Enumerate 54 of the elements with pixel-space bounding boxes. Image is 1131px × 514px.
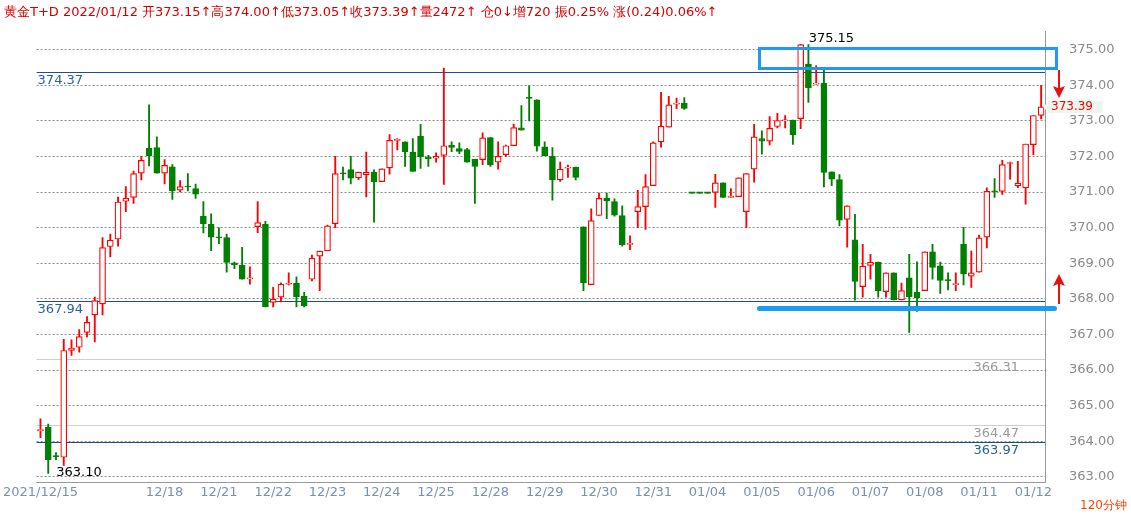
x-tick-label: 01/12	[1014, 484, 1053, 500]
x-tick-label: 12/18	[145, 484, 184, 500]
y-tick-label: 366.00	[1069, 361, 1115, 377]
x-tick-label: 12/25	[417, 484, 455, 500]
y-tick-label: 363.00	[1069, 468, 1115, 484]
candlestick	[634, 189, 642, 228]
chart-title: 黄金T+D 2022/01/12 开373.15↑高374.00↑低373.05↑收373.39↑量2472↑ 仓0↓增720 振0.25% 涨(0.24)0.06%↑	[4, 3, 718, 21]
y-tick-label: 367.00	[1069, 325, 1115, 341]
x-tick-label: 12/21	[200, 484, 238, 500]
y-tick-label: 371.00	[1069, 183, 1115, 199]
candlestick	[944, 272, 952, 291]
x-tick-label: 12/22	[254, 484, 292, 500]
x-tick-label: 12/24	[363, 484, 401, 500]
y-tick-label: 374.00	[1069, 76, 1115, 92]
ref-line-label: 363.97	[973, 442, 1019, 458]
ref-line-label: 374.37	[37, 72, 84, 88]
x-tick-label: 01/06	[797, 484, 835, 500]
x-tick-label: 12/31	[634, 484, 673, 500]
candlestick	[362, 151, 370, 198]
candlestick	[781, 115, 789, 129]
ref-line-label: 366.31	[973, 359, 1019, 375]
text: 120分钟	[1080, 498, 1127, 513]
y-tick-label: 368.00	[1069, 290, 1115, 306]
candlestick	[184, 173, 192, 192]
candlestick	[339, 166, 347, 181]
candlestick	[145, 104, 153, 167]
x-tick-label: 12/30	[580, 484, 618, 500]
y-tick-label: 372.00	[1069, 147, 1115, 163]
annotation: 363.10	[56, 464, 102, 480]
x-tick-label: 01/07	[851, 484, 890, 500]
y-tick-label: 364.00	[1069, 432, 1115, 448]
annotation: 375.15	[808, 30, 855, 46]
x-tick-label: 12/29	[525, 484, 564, 500]
x-tick-label: 01/04	[688, 484, 727, 500]
x-tick-label: 01/11	[960, 484, 998, 500]
candlestick	[525, 85, 533, 122]
x-tick-label: 2021/12/15	[3, 484, 78, 500]
y-tick-label: 365.00	[1069, 397, 1115, 413]
ref-line-label: 367.94	[37, 301, 84, 317]
candlestick	[991, 178, 998, 198]
ref-line-label: 364.47	[973, 425, 1019, 441]
y-tick-label: 369.00	[1069, 254, 1115, 270]
text: 373.39	[1051, 99, 1093, 114]
candlestick	[246, 266, 254, 285]
x-tick-label: 01/08	[906, 484, 944, 500]
y-tick-label: 373.00	[1069, 112, 1115, 128]
x-tick-label: 12/23	[308, 484, 347, 500]
y-tick-label: 370.00	[1069, 219, 1115, 234]
x-tick-label: 01/05	[743, 484, 781, 500]
candlestick	[758, 130, 766, 155]
x-tick-label: 12/28	[471, 484, 510, 500]
candlestick	[215, 227, 223, 244]
y-tick-label: 375.00	[1069, 40, 1115, 56]
candlestick	[564, 164, 572, 178]
